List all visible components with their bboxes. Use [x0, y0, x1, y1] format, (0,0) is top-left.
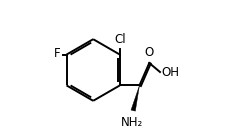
Text: O: O: [144, 46, 153, 59]
Polygon shape: [131, 85, 139, 111]
Text: F: F: [54, 47, 60, 60]
Text: Cl: Cl: [115, 33, 126, 46]
Text: OH: OH: [161, 66, 179, 79]
Text: NH₂: NH₂: [121, 116, 143, 129]
